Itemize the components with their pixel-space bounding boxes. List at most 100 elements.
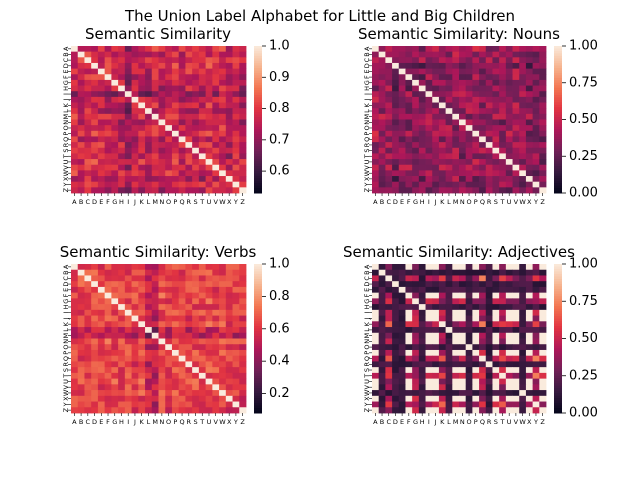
heatmap-cell	[71, 378, 79, 385]
y-tick-label: X	[62, 176, 70, 181]
heatmap-cell	[97, 153, 106, 160]
heatmap-cell	[77, 321, 85, 328]
heatmap-cell	[165, 51, 173, 58]
heatmap-cell	[505, 395, 513, 402]
heatmap-cell	[412, 355, 420, 362]
heatmap-cell	[97, 176, 106, 183]
heatmap-cell	[131, 108, 139, 115]
heatmap-cell	[219, 401, 227, 408]
heatmap-cell	[485, 130, 493, 137]
heatmap-cell	[131, 85, 139, 92]
heatmap-cell	[385, 125, 393, 132]
heatmap-cell	[198, 176, 207, 183]
heatmap-cell	[124, 275, 132, 282]
heatmap-cell	[212, 136, 220, 143]
colorbar-segment	[254, 148, 262, 152]
heatmap-cell	[124, 113, 132, 120]
heatmap-cell	[472, 281, 480, 288]
x-tick-label: N	[460, 418, 465, 426]
heatmap-cell	[472, 292, 480, 299]
heatmap-cell	[432, 304, 440, 311]
heatmap-cell	[485, 96, 493, 103]
heatmap-cell	[111, 142, 119, 149]
heatmap-cell	[205, 130, 213, 137]
heatmap-cell	[418, 338, 426, 345]
heatmap-cell	[479, 85, 487, 92]
heatmap-cell	[198, 85, 207, 92]
heatmap-cell	[118, 338, 126, 345]
heatmap-cell	[539, 102, 547, 109]
heatmap-cell	[91, 187, 99, 194]
colorbar-segment	[554, 117, 562, 120]
heatmap-cell	[77, 315, 85, 322]
heatmap-cell	[91, 395, 99, 402]
heatmap-cell	[178, 46, 186, 53]
heatmap-cell	[131, 96, 139, 103]
heatmap-cell	[138, 309, 146, 316]
y-tick-label: O	[363, 345, 371, 350]
heatmap-cell	[232, 108, 240, 115]
heatmap-cell	[131, 176, 139, 183]
heatmap-cell	[372, 176, 380, 183]
heatmap-cell	[505, 130, 513, 137]
heatmap-cell	[212, 264, 220, 271]
heatmap-cell	[452, 286, 460, 294]
colorbar-tick-label: 0.7	[269, 132, 290, 147]
heatmap-cell	[138, 298, 146, 305]
heatmap-cell	[378, 407, 386, 414]
heatmap-cell	[185, 338, 193, 345]
heatmap-cell	[512, 68, 520, 75]
y-tick-label: N	[363, 339, 371, 344]
heatmap-cell	[158, 62, 166, 70]
heatmap-cell	[205, 367, 213, 374]
colorbar-segment	[254, 55, 262, 59]
colorbar-segment	[554, 321, 562, 325]
heatmap-cell	[219, 292, 227, 299]
heatmap-cell	[131, 74, 139, 81]
heatmap-cell	[532, 125, 540, 132]
heatmap-cell	[104, 159, 112, 166]
x-tick-label: G	[413, 418, 418, 426]
colorbar-segment	[254, 141, 262, 145]
heatmap-cell	[111, 159, 119, 166]
heatmap-cell	[512, 372, 520, 380]
heatmap-cell	[104, 390, 112, 397]
heatmap-cell	[492, 164, 500, 171]
heatmap-cell	[104, 79, 112, 86]
heatmap-cell	[445, 108, 453, 115]
heatmap-cell	[465, 292, 473, 299]
heatmap-cell	[151, 275, 159, 282]
heatmap-cell	[479, 407, 487, 414]
heatmap-cell	[505, 91, 513, 98]
heatmap-cell	[97, 62, 106, 70]
heatmap-cell	[519, 57, 527, 64]
heatmap-cell	[539, 304, 547, 311]
heatmap-cell	[239, 176, 247, 183]
heatmap-cell	[138, 315, 146, 322]
heatmap-cell	[539, 275, 547, 282]
heatmap-cell	[77, 153, 85, 160]
heatmap-cell	[432, 309, 440, 316]
heatmap-cell	[198, 395, 207, 402]
heatmap-cell	[438, 281, 447, 288]
heatmap-cell	[178, 355, 186, 362]
colorbar-segment	[554, 298, 562, 302]
heatmap-cell	[372, 384, 380, 391]
heatmap-cell	[485, 292, 493, 299]
heatmap-cell	[232, 79, 240, 86]
heatmap-cell	[145, 338, 153, 345]
heatmap-cell	[225, 62, 233, 70]
heatmap-cell	[131, 119, 139, 126]
heatmap-cell	[499, 113, 507, 120]
heatmap-cell	[532, 269, 540, 276]
heatmap-cell	[145, 125, 153, 132]
colorbar-segment	[254, 316, 262, 320]
heatmap-cell	[77, 164, 85, 171]
colorbar-segment	[254, 340, 262, 344]
heatmap-cell	[198, 338, 207, 345]
heatmap-cell	[151, 321, 159, 328]
heatmap-cell	[111, 344, 119, 351]
heatmap-cell	[232, 264, 240, 271]
heatmap-cell	[178, 102, 186, 109]
heatmap-cell	[198, 153, 207, 160]
